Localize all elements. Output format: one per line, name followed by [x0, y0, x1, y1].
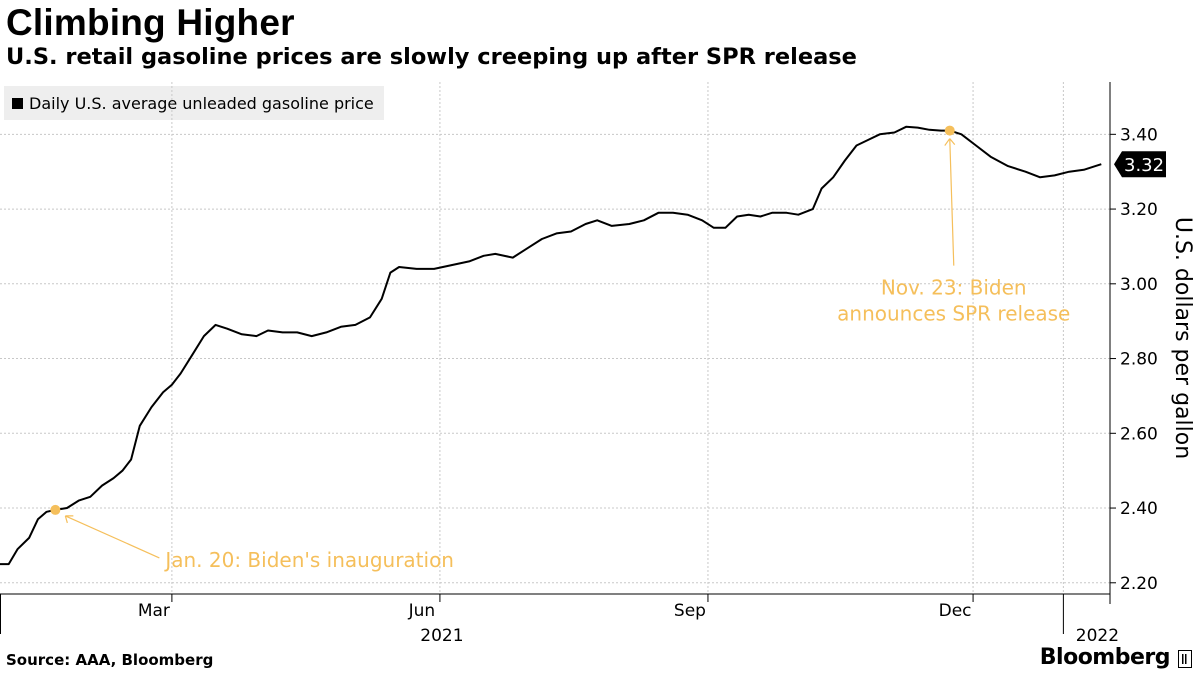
- y-tick-label: 3.20: [1120, 200, 1158, 220]
- last-value-tag-shape: [1114, 151, 1166, 178]
- last-value-tag: 3.32: [1114, 151, 1166, 178]
- source-note: Source: AAA, Bloomberg: [6, 651, 214, 669]
- annotation-label: Jan. 20: Biden's inauguration: [163, 548, 454, 572]
- annotation-label: announces SPR release: [837, 302, 1070, 326]
- grid-layer: [0, 82, 1110, 594]
- annotation-arrowhead: [64, 515, 74, 524]
- annotation-arrowhead: [944, 138, 956, 146]
- y-axis-title: U.S. dollars per gallon: [1170, 217, 1195, 459]
- legend: Daily U.S. average unleaded gasoline pri…: [4, 86, 384, 120]
- x-tick-label: Mar: [138, 601, 170, 621]
- y-tick-label: 2.60: [1120, 424, 1158, 444]
- series-line: [0, 125, 1102, 566]
- chart-title: Climbing Higher: [6, 2, 295, 43]
- chart-subtitle: U.S. retail gasoline prices are slowly c…: [6, 44, 857, 70]
- last-value-tag-label: 3.32: [1124, 155, 1164, 176]
- y-tick-label: 2.80: [1120, 350, 1158, 370]
- annotation-label: Nov. 23: Biden: [881, 276, 1027, 300]
- legend-label: Daily U.S. average unleaded gasoline pri…: [29, 93, 374, 113]
- axis-layer: 2.20 2.40 2.60 2.80 3.00 3.20 3.40 Mar Jun Sep Dec…: [0, 82, 1158, 646]
- annotation-layer: Jan. 20: Biden's inauguration Nov. 23: Bi…: [50, 125, 1070, 572]
- x-tick-label: Sep: [674, 601, 706, 621]
- y-tick-label: 2.40: [1120, 499, 1158, 519]
- x-year-label: 2022: [1076, 626, 1119, 646]
- y-tick-label: 2.20: [1120, 574, 1158, 594]
- legend-swatch-icon: [12, 97, 23, 109]
- annotation-marker: [944, 125, 955, 136]
- brand-wordmark: Bloomberg: [1039, 645, 1171, 670]
- annotation-leader-line: [65, 515, 160, 559]
- series-layer: 3.32: [0, 125, 1166, 566]
- annotation-leader-line: [949, 138, 955, 266]
- x-year-label: 2021: [420, 626, 463, 646]
- bloomberg-logo-icon: [1178, 650, 1192, 668]
- annotation-marker: [50, 504, 61, 515]
- x-tick-label: Dec: [939, 601, 972, 621]
- x-tick-label: Jun: [408, 601, 436, 621]
- y-tick-label: 3.40: [1120, 125, 1158, 145]
- y-tick-label: 3.00: [1120, 275, 1158, 295]
